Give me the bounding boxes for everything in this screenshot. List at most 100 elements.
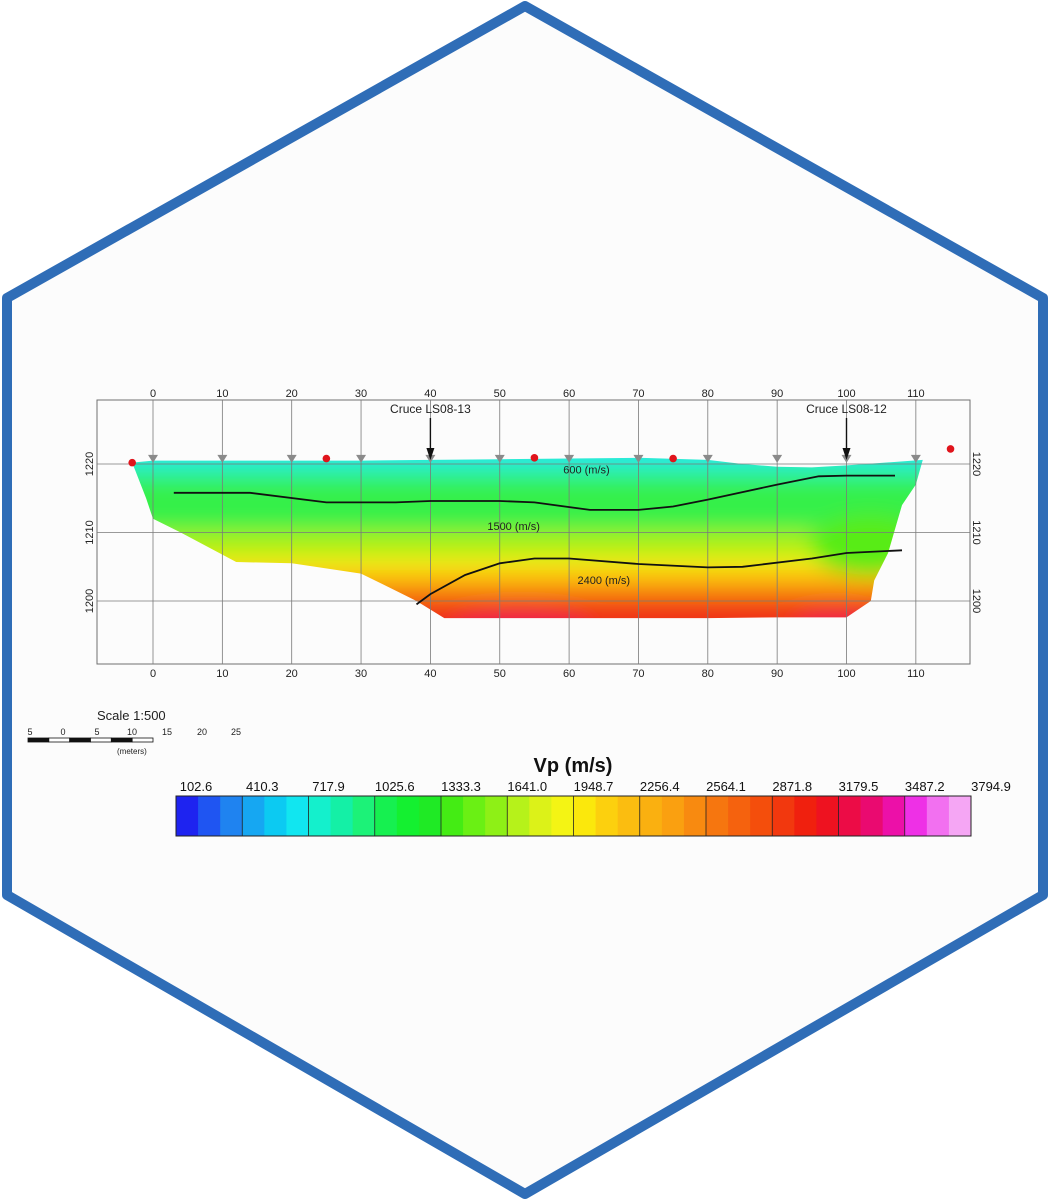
x-tick-label-top: 90 — [771, 388, 783, 400]
geophone-marker — [494, 454, 505, 463]
colorbar-bin — [264, 796, 287, 836]
scale-bar-tick-label: 25 — [231, 727, 241, 737]
colorbar-bin — [750, 796, 773, 836]
velocity-chart: 600 (m/s) 1500 (m/s) 2400 (m/s) 0 0 10 10 20 20… — [84, 388, 982, 680]
colorbar-tick-label: 102.6 — [180, 779, 213, 794]
velocity-contour-label: 600 (m/s) — [563, 465, 609, 477]
velocity-contour-label: 1500 (m/s) — [487, 521, 540, 533]
crossing-annotation-label: Cruce LS08-13 — [390, 402, 471, 416]
colorbar-bin — [507, 796, 530, 836]
colorbar-bin — [551, 796, 574, 836]
colorbar-tick-label: 410.3 — [246, 779, 279, 794]
scale-bar-segment — [110, 737, 133, 743]
x-tick-label-bottom: 60 — [563, 668, 575, 680]
x-tick-label-top: 60 — [563, 388, 575, 400]
colorbar-bin — [948, 796, 972, 836]
crossing-annotation-label: Cruce LS08-12 — [806, 402, 887, 416]
colorbar-bin — [838, 796, 861, 836]
colorbar: Vp (m/s) 102.6 410.3 717.9 1025.6 1333.3 1641… — [175, 755, 1011, 837]
colorbar-bin — [418, 796, 442, 836]
colorbar-border — [175, 795, 972, 837]
velocity-contour-label: 2400 (m/s) — [577, 575, 630, 587]
colorbar-bin — [772, 796, 795, 836]
colorbar-tick-labels: 102.6 410.3 717.9 1025.6 1333.3 1641.0 1948.7 2… — [180, 779, 1011, 794]
scale-bar-tick-label: 20 — [197, 727, 207, 737]
layer-teal — [132, 462, 923, 482]
geophone-marker — [564, 454, 575, 463]
survey-markers — [128, 445, 955, 467]
y-tick-label-right: 1220 — [970, 452, 982, 476]
colorbar-bin — [242, 796, 265, 836]
colorbar-bin — [463, 796, 486, 836]
colorbar-tick-label: 3794.9 — [971, 779, 1011, 794]
colorbar-tick-label: 1948.7 — [574, 779, 614, 794]
x-tick-label-bottom: 80 — [702, 668, 714, 680]
x-tick-label-top: 10 — [216, 388, 228, 400]
scale-bar-segment — [27, 737, 50, 743]
y-tick-label-left: 1210 — [84, 520, 96, 544]
colorbar-title: Vp (m/s) — [534, 755, 613, 777]
colorbar-bin — [396, 796, 420, 836]
colorbar-bin — [176, 796, 199, 836]
y-tick-label-right: 1200 — [970, 589, 982, 613]
x-tick-label-top: 100 — [837, 388, 855, 400]
colorbar-bin — [441, 796, 464, 836]
colorbar-bin — [220, 796, 243, 836]
scale-bar-segment — [90, 737, 112, 743]
scale-bar-tick-label: 15 — [162, 727, 172, 737]
scale-bar-segment — [69, 737, 91, 743]
grid-lines — [97, 400, 970, 664]
colorbar-tick-label: 717.9 — [312, 779, 345, 794]
crossing-arrow-head — [426, 448, 435, 460]
crossing-arrow-head — [842, 448, 851, 460]
scale-bar-graphic: 5 0 5 10 15 20 25 — [27, 727, 241, 743]
x-tick-label-top: 0 — [150, 388, 156, 400]
scale-bar-title: Scale 1:500 — [97, 708, 166, 723]
scale-bar-tick-label: 5 — [94, 727, 99, 737]
colorbar-bin — [529, 796, 552, 836]
colorbar-bin — [661, 796, 685, 836]
colorbar-bin — [485, 796, 508, 836]
colorbar-bin — [816, 796, 839, 836]
colorbar-bin — [794, 796, 817, 836]
geophone-marker — [910, 454, 921, 463]
geophone-marker — [356, 454, 367, 463]
shot-point-marker — [530, 454, 539, 462]
colorbar-bin — [683, 796, 707, 836]
x-tick-label-bottom: 10 — [216, 668, 228, 680]
colorbar-tick-label: 3179.5 — [839, 779, 879, 794]
colorbar-bin — [573, 796, 596, 836]
colorbar-tick-label: 1025.6 — [375, 779, 415, 794]
scale-bar-tick-label: 5 — [27, 727, 32, 737]
shot-point-marker — [322, 454, 331, 463]
colorbar-bin — [308, 796, 331, 836]
x-tick-label-bottom: 110 — [907, 668, 925, 680]
velocity-contour-line — [173, 474, 895, 511]
colorbar-tick-label: 2871.8 — [772, 779, 812, 794]
colorbar-tick-label: 2564.1 — [706, 779, 746, 794]
x-tick-label-top: 50 — [494, 388, 506, 400]
x-tick-label-top: 110 — [907, 388, 925, 400]
colorbar-bin — [352, 796, 376, 836]
colorbar-tick-label: 1333.3 — [441, 779, 481, 794]
colorbar-bin — [706, 796, 729, 836]
colorbar-bin — [286, 796, 309, 836]
velocity-contours: 600 (m/s) 1500 (m/s) 2400 (m/s) — [173, 465, 903, 606]
plot-frame — [96, 399, 971, 665]
x-tick-label-top: 30 — [355, 388, 367, 400]
geophone-marker — [286, 454, 297, 463]
x-tick-label-bottom: 30 — [355, 668, 367, 680]
x-tick-label-bottom: 100 — [837, 668, 855, 680]
axis-ticks: 0 0 10 10 20 20 30 30 40 40 50 50 60 60 70 70 80 80 90 90 10… — [84, 388, 982, 680]
layer-yellowgreen — [132, 530, 923, 558]
colorbar-bin — [926, 796, 950, 836]
x-tick-label-bottom: 20 — [286, 668, 298, 680]
colorbar-bin — [882, 796, 906, 836]
colorbar-bin — [330, 796, 354, 836]
x-tick-label-bottom: 90 — [771, 668, 783, 680]
colorbar-bin — [617, 796, 641, 836]
x-tick-label-top: 80 — [702, 388, 714, 400]
geophone-marker — [702, 454, 713, 463]
x-tick-label-bottom: 40 — [424, 668, 436, 680]
